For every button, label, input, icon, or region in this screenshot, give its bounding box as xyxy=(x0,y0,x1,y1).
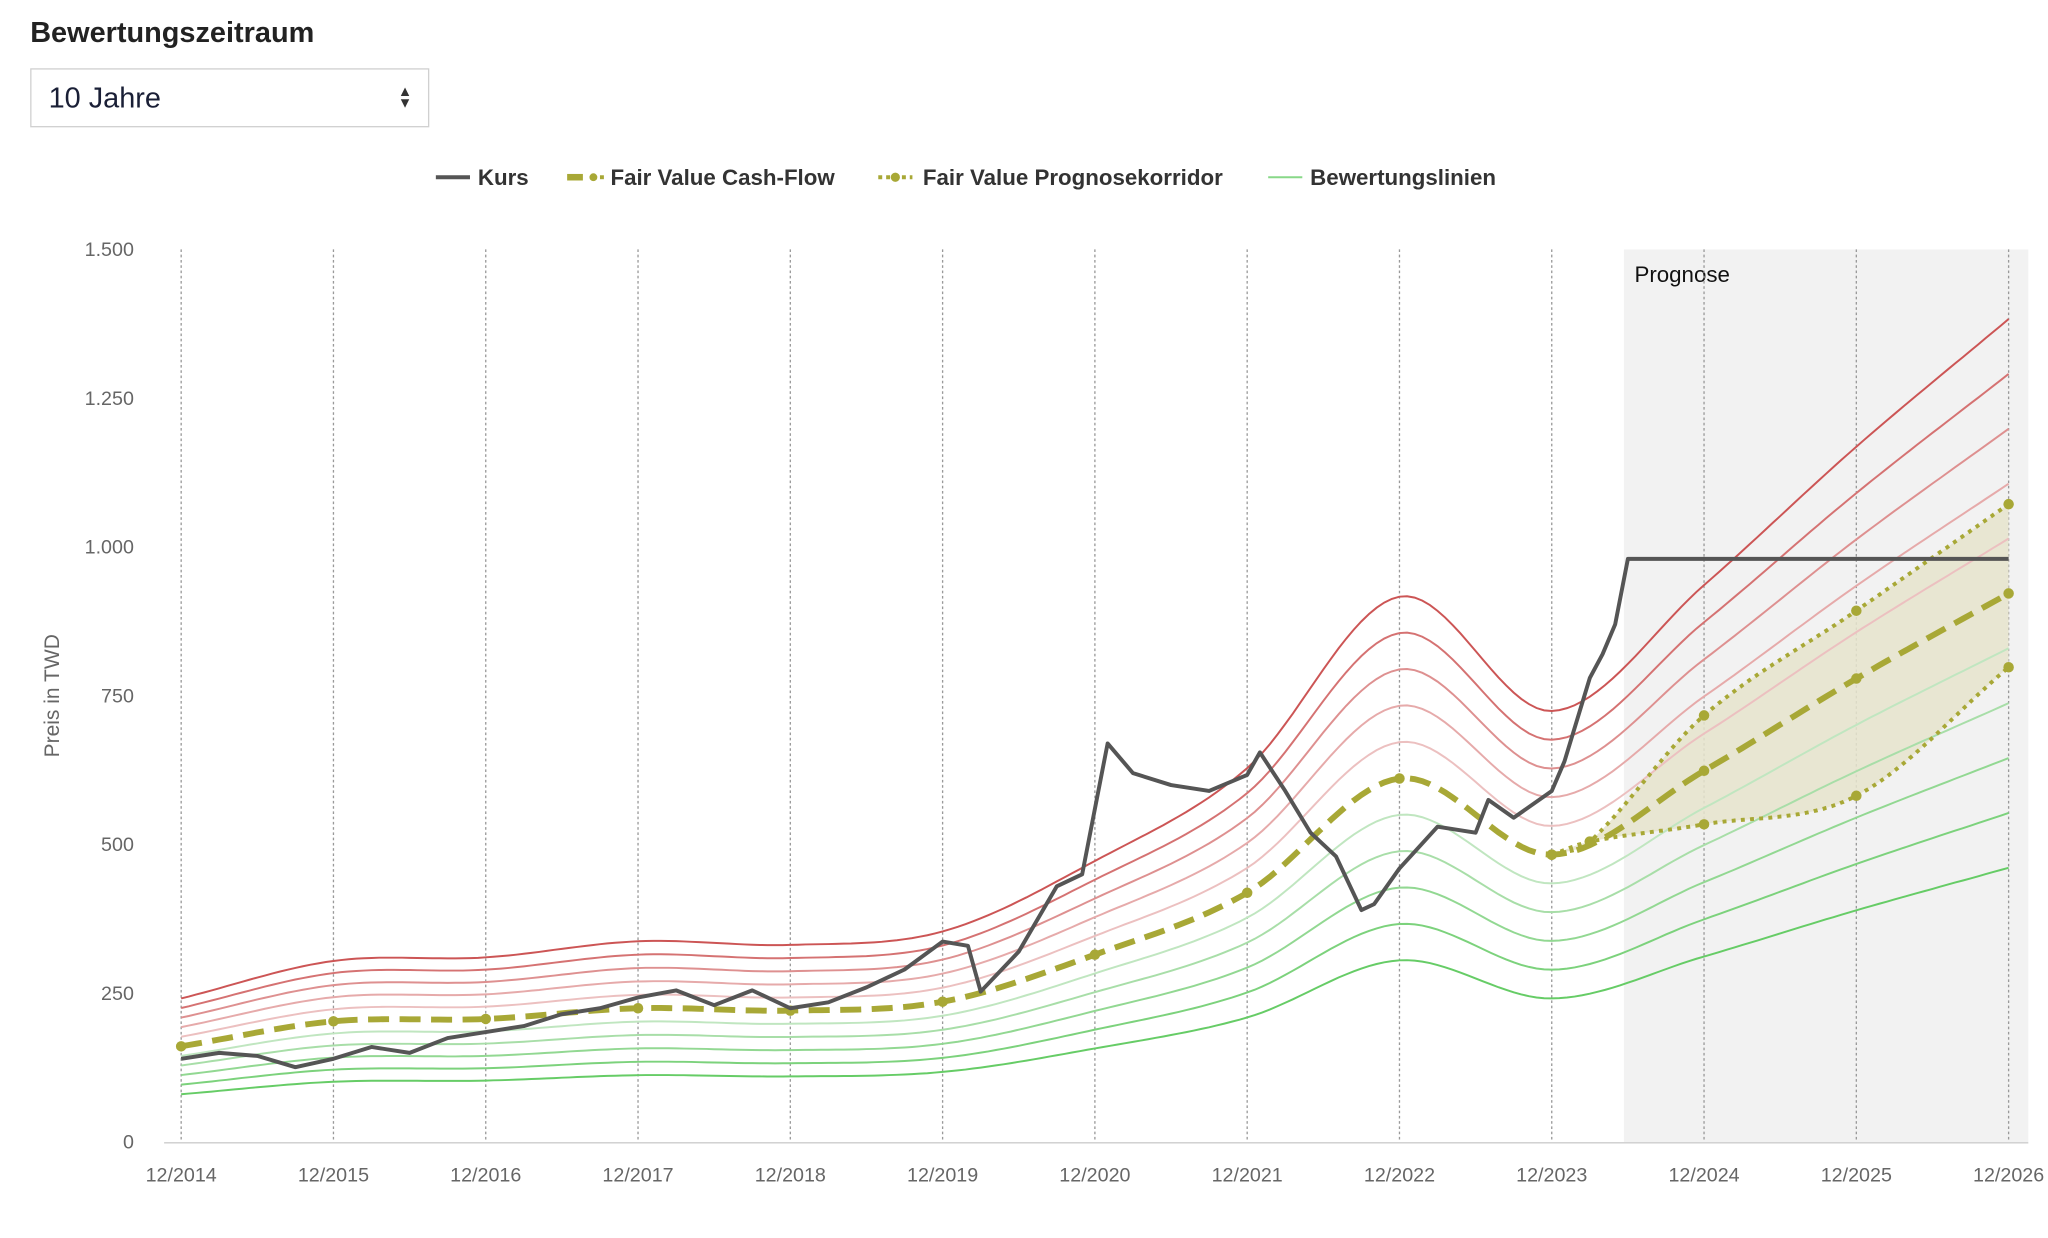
period-select-value: 10 Jahre xyxy=(48,80,161,114)
fair-value-point xyxy=(1546,849,1558,860)
fair-value-point xyxy=(1089,949,1101,960)
y-tick-label: 500 xyxy=(101,834,134,856)
valuation-line xyxy=(181,811,2009,1086)
fair-value-point xyxy=(175,1041,187,1052)
legend-item-valuation-lines[interactable]: Bewertungslinien xyxy=(1268,165,1496,190)
legend: Kurs Fair Value Cash-Flow Fair Value Pro… xyxy=(435,165,1496,190)
y-tick-label: 1.500 xyxy=(85,239,134,261)
fair-value-point xyxy=(937,996,948,1007)
x-tick-label: 12/2026 xyxy=(1973,1165,2044,1187)
legend-label: Kurs xyxy=(478,165,529,190)
x-tick-label: 12/2023 xyxy=(1516,1165,1587,1187)
y-tick-label: 1.000 xyxy=(85,537,134,559)
fair-value-point xyxy=(328,1016,339,1027)
valuation-line xyxy=(181,702,2010,1067)
valuation-line xyxy=(180,537,2010,1038)
valuation-line xyxy=(180,318,2010,1000)
y-tick-label: 750 xyxy=(101,685,134,707)
corridor-upper-point xyxy=(1698,710,1710,721)
legend-item-kurs[interactable]: Kurs xyxy=(435,165,529,190)
legend-label: Fair Value Cash-Flow xyxy=(610,165,835,190)
legend-item-fair-value[interactable]: Fair Value Cash-Flow xyxy=(567,165,835,190)
valuation-line xyxy=(181,866,2009,1096)
x-tick-label: 12/2016 xyxy=(450,1165,521,1187)
x-tick-label: 12/2024 xyxy=(1668,1165,1739,1187)
fair-value-point xyxy=(1851,673,1862,684)
x-tick-label: 12/2021 xyxy=(1212,1165,1283,1187)
corridor-lower-point xyxy=(1698,819,1710,830)
valuation-line xyxy=(181,757,2009,1077)
fair-value-point xyxy=(1241,887,1253,899)
y-axis-label: Preis in TWD xyxy=(41,634,64,757)
x-tick-label: 12/2022 xyxy=(1364,1165,1435,1187)
kurs-line xyxy=(180,556,2009,1070)
sort-arrows-icon: ▲ ▼ xyxy=(397,83,413,111)
corridor-upper-point xyxy=(1851,605,1862,616)
x-tick-label: 12/2018 xyxy=(755,1165,826,1187)
fair-value-point xyxy=(2003,588,2014,599)
corridor-lower-point xyxy=(1851,790,1862,802)
fair-value-point xyxy=(1698,765,1710,777)
x-tick-label: 12/2025 xyxy=(1821,1165,1892,1187)
prognose-label: Prognose xyxy=(1634,262,1729,287)
x-tick-label: 12/2017 xyxy=(602,1165,673,1187)
legend-item-corridor[interactable]: Fair Value Prognosekorridor xyxy=(878,165,1223,190)
fair-value-point xyxy=(1394,773,1405,784)
x-tick-label: 12/2020 xyxy=(1059,1165,1130,1187)
fair-value-point xyxy=(632,1002,644,1014)
corridor-fill xyxy=(1551,504,2009,855)
valuation-line xyxy=(180,427,2010,1019)
fair-value-point xyxy=(480,1013,491,1025)
axes: 12/2014 12/2015 12/2016 12/2017 12/2018 12/20… xyxy=(85,239,2045,1187)
series xyxy=(175,318,2014,1096)
corridor-lower-line xyxy=(1551,665,2010,857)
period-select[interactable]: 10 Jahre ▲ ▼ xyxy=(30,68,430,128)
x-tick-label: 12/2015 xyxy=(298,1165,369,1187)
corridor-upper-point xyxy=(2003,498,2014,510)
y-tick-label: 0 xyxy=(123,1132,134,1154)
valuation-line xyxy=(180,373,2010,1009)
valuation-line xyxy=(180,482,2010,1029)
y-tick-label: 1.250 xyxy=(85,388,134,410)
period-title: Bewertungszeitraum xyxy=(30,15,315,49)
corridor-lower-point xyxy=(2003,661,2014,673)
y-tick-label: 250 xyxy=(101,983,134,1005)
x-tick-label: 12/2014 xyxy=(146,1165,217,1187)
x-tick-label: 12/2019 xyxy=(907,1165,978,1187)
legend-label: Fair Value Prognosekorridor xyxy=(923,165,1223,190)
legend-label: Bewertungslinien xyxy=(1310,165,1496,190)
